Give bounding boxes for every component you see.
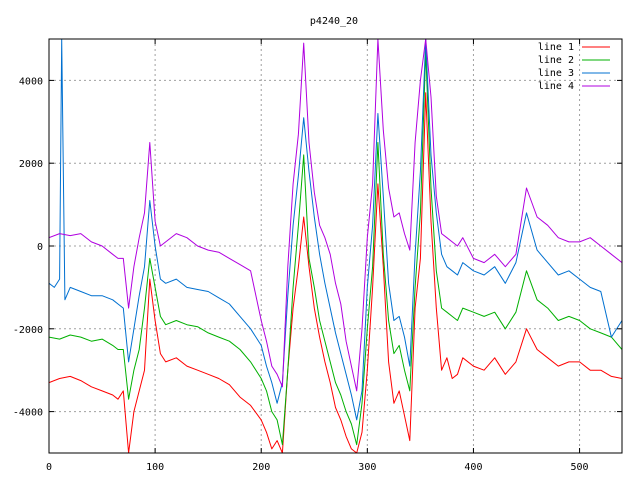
series-line-4	[49, 39, 622, 392]
x-tick-label: 500	[571, 462, 589, 473]
legend-label: line 1	[538, 42, 574, 53]
x-tick-label: 400	[464, 462, 482, 473]
x-tick-label: 300	[358, 462, 376, 473]
legend-label: line 3	[538, 68, 574, 79]
legend: line 1 line 2 line 3 line 4	[538, 42, 610, 92]
series-line-3	[49, 39, 622, 421]
plot-area	[49, 39, 622, 453]
x-tick-label: 100	[146, 462, 164, 473]
y-tick-label: 2000	[19, 159, 43, 170]
series-line-1	[49, 92, 622, 453]
legend-label: line 2	[538, 55, 574, 66]
y-tick-label: 4000	[19, 76, 43, 87]
y-tick-label: 0	[37, 242, 43, 253]
x-tick-label: 0	[46, 462, 52, 473]
series-line-2	[49, 50, 622, 446]
x-tick-label: 200	[252, 462, 270, 473]
tick-labels: 0 100 200 300 400 500 -4000 -2000 0 2000 4000	[13, 39, 622, 473]
grid	[49, 39, 622, 453]
chart-title: p4240_20	[310, 16, 358, 27]
y-tick-label: -2000	[13, 325, 43, 336]
legend-label: line 4	[538, 81, 574, 92]
y-tick-label: -4000	[13, 408, 43, 419]
